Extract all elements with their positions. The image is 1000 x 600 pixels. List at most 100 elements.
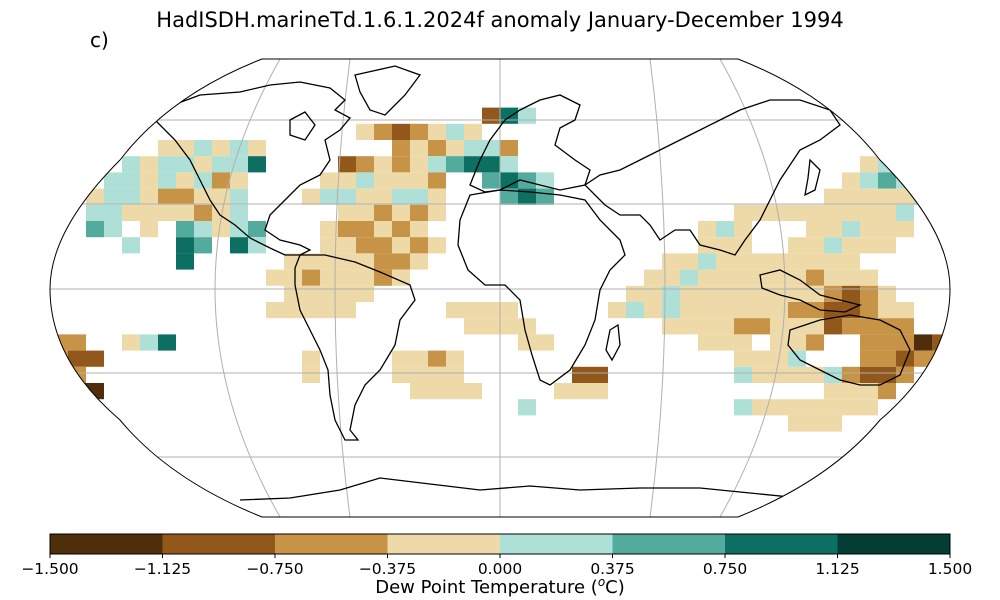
anomaly-cell (194, 188, 212, 205)
anomaly-cell (248, 140, 266, 157)
anomaly-cell (788, 334, 806, 351)
anomaly-cell (374, 123, 392, 140)
anomaly-cell (896, 188, 914, 205)
anomaly-cell (446, 156, 464, 173)
anomaly-cell (896, 366, 914, 383)
colorbar-tick-label: 0.750 (703, 560, 747, 578)
anomaly-cell (644, 285, 662, 302)
anomaly-cell (68, 366, 86, 383)
anomaly-cell (752, 318, 770, 335)
anomaly-cell (266, 302, 284, 319)
anomaly-cell (428, 366, 446, 383)
anomaly-cell (194, 204, 212, 221)
anomaly-cell (284, 302, 302, 319)
anomaly-cell (734, 366, 752, 383)
anomaly-cell (68, 334, 86, 351)
anomaly-cell (176, 204, 194, 221)
anomaly-cell (680, 302, 698, 319)
anomaly-cell (212, 156, 230, 173)
anomaly-cell (806, 318, 824, 335)
anomaly-cell (158, 204, 176, 221)
anomaly-cell (824, 285, 842, 302)
anomaly-cell (788, 269, 806, 286)
anomaly-cell (878, 318, 896, 335)
anomaly-cell (788, 350, 806, 367)
anomaly-cell (698, 285, 716, 302)
anomaly-cell (410, 156, 428, 173)
coast-hudson-bay (289, 111, 316, 141)
anomaly-cell (878, 188, 896, 205)
coastlines (148, 65, 946, 507)
anomaly-cell (896, 318, 914, 335)
coast-antarctica (239, 477, 861, 507)
anomaly-cell (428, 172, 446, 189)
anomaly-cell (428, 188, 446, 205)
anomaly-cell (176, 172, 194, 189)
map-title: HadISDH.marineTd.1.6.1.2024f anomaly Jan… (156, 8, 844, 32)
anomaly-cell (194, 221, 212, 238)
anomaly-cell (590, 366, 608, 383)
anomaly-cell (158, 188, 176, 205)
anomaly-cell (518, 172, 536, 189)
anomaly-cell (824, 318, 842, 335)
anomaly-cell (698, 269, 716, 286)
anomaly-cell (662, 253, 680, 270)
anomaly-cell (338, 221, 356, 238)
anomaly-cell (356, 221, 374, 238)
anomaly-cell (680, 285, 698, 302)
anomaly-cell (464, 302, 482, 319)
anomaly-cell (356, 269, 374, 286)
coast-europe (469, 94, 591, 193)
anomaly-cell (824, 237, 842, 254)
anomaly-cell (356, 253, 374, 270)
anomaly-cell (50, 334, 68, 351)
anomaly-cell (644, 269, 662, 286)
anomaly-cell (752, 253, 770, 270)
anomaly-cell (662, 302, 680, 319)
colorbar-swatch-1 (50, 534, 163, 554)
anomaly-cell (338, 269, 356, 286)
anomaly-cell (104, 188, 122, 205)
anomaly-cell (86, 350, 104, 367)
anomaly-cell (374, 237, 392, 254)
anomaly-cell (824, 302, 842, 319)
colorbar: −1.500 −1.125 −0.750 −0.375 0.000 0.375 … (21, 533, 972, 598)
anomaly-cell (914, 140, 932, 157)
anomaly-cell (500, 107, 518, 124)
anomaly-cell (302, 366, 320, 383)
anomaly-cell (806, 204, 824, 221)
anomaly-cell (482, 156, 500, 173)
anomaly-cell (770, 366, 788, 383)
anomaly-cell (356, 204, 374, 221)
anomaly-cell (536, 334, 554, 351)
anomaly-cell (104, 221, 122, 238)
anomaly-cell (788, 302, 806, 319)
anomaly-cell (302, 188, 320, 205)
colorbar-tick-label: 1.125 (815, 560, 859, 578)
anomaly-cell (518, 334, 536, 351)
anomaly-cell (806, 269, 824, 286)
anomaly-cell (284, 253, 302, 270)
anomaly-cell (446, 123, 464, 140)
anomaly-cell (500, 318, 518, 335)
anomaly-cell (824, 188, 842, 205)
coast-japan (804, 158, 821, 197)
anomaly-cell (860, 156, 878, 173)
anomaly-cell (932, 140, 950, 157)
anomaly-cell (572, 383, 590, 400)
anomaly-cell (860, 302, 878, 319)
anomaly-cell (698, 318, 716, 335)
anomaly-cell (140, 204, 158, 221)
coast-africa (457, 189, 626, 386)
anomaly-cell (860, 204, 878, 221)
anomaly-cell (464, 383, 482, 400)
anomaly-cell (860, 399, 878, 416)
anomaly-cell (788, 318, 806, 335)
anomaly-cell (806, 415, 824, 432)
anomaly-cell (734, 285, 752, 302)
anomaly-cell (446, 383, 464, 400)
anomaly-cell (104, 172, 122, 189)
anomaly-cell (428, 350, 446, 367)
anomaly-cell (356, 123, 374, 140)
anomaly-cell (734, 302, 752, 319)
